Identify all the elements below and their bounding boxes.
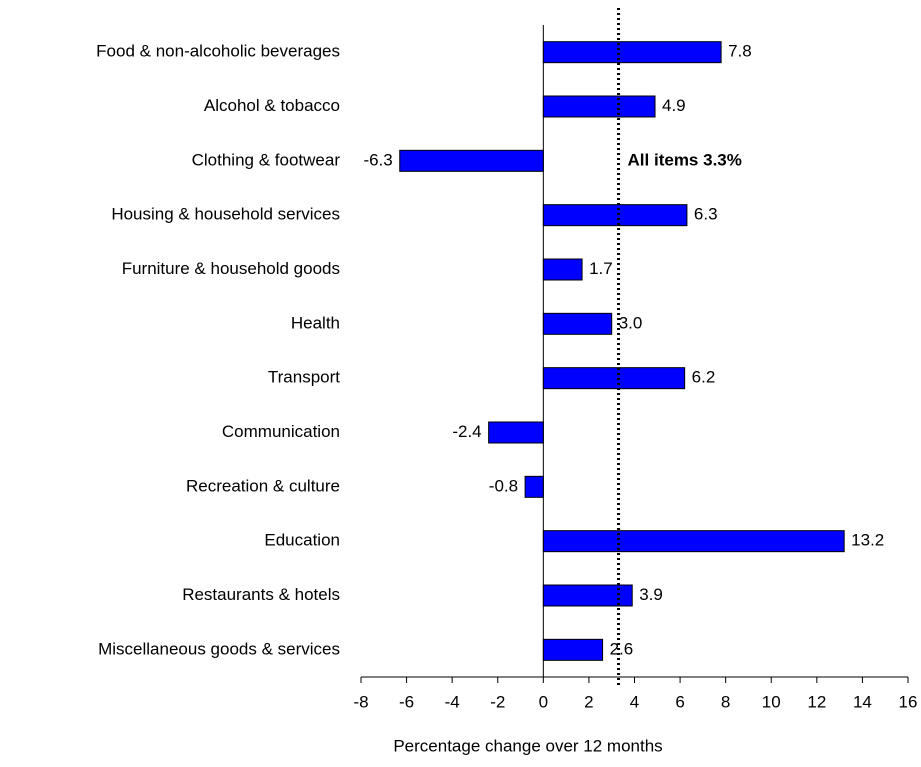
- value-label: 7.8: [728, 42, 752, 61]
- bar: [542, 258, 583, 281]
- x-tick-label: -8: [353, 692, 368, 711]
- category-label: Health: [291, 313, 340, 332]
- bar: [542, 638, 604, 661]
- value-label: 6.3: [694, 205, 718, 224]
- category-label: Communication: [222, 422, 340, 441]
- bar: [542, 95, 656, 118]
- value-label: 13.2: [851, 531, 884, 550]
- x-tick-label: 0: [539, 692, 548, 711]
- bar: [542, 367, 686, 390]
- value-label: 6.2: [692, 368, 716, 387]
- category-label: Transport: [268, 368, 340, 387]
- value-label: 2.6: [610, 639, 634, 658]
- category-label: Restaurants & hotels: [182, 585, 340, 604]
- category-label: Food & non-alcoholic beverages: [96, 42, 340, 61]
- bar: [542, 204, 688, 227]
- value-label: 1.7: [589, 259, 613, 278]
- category-label: Furniture & household goods: [122, 259, 340, 278]
- x-tick-label: 8: [721, 692, 730, 711]
- reference-label: All items 3.3%: [628, 150, 742, 169]
- x-axis-title: Percentage change over 12 months: [393, 736, 662, 755]
- bar: [399, 149, 544, 172]
- category-label: Recreation & culture: [186, 476, 340, 495]
- category-label: Alcohol & tobacco: [204, 96, 340, 115]
- x-tick-label: 14: [853, 692, 872, 711]
- x-tick-label: 4: [630, 692, 639, 711]
- value-label: -2.4: [452, 422, 481, 441]
- category-label: Education: [264, 531, 340, 550]
- bar: [524, 475, 544, 498]
- category-label: Housing & household services: [111, 205, 340, 224]
- value-label: 3.0: [619, 313, 643, 332]
- bar: [542, 530, 845, 553]
- x-tick-label: -4: [445, 692, 460, 711]
- category-label: Clothing & footwear: [192, 150, 341, 169]
- bar: [542, 584, 633, 607]
- category-label: Miscellaneous goods & services: [98, 639, 340, 658]
- value-label: 3.9: [639, 585, 663, 604]
- bar: [542, 312, 613, 335]
- x-tick-label: 2: [584, 692, 593, 711]
- value-label: -6.3: [363, 150, 392, 169]
- value-label: -0.8: [489, 476, 518, 495]
- x-tick-label: 16: [899, 692, 918, 711]
- x-tick-label: -2: [490, 692, 505, 711]
- x-tick-label: -6: [399, 692, 414, 711]
- bar: [542, 41, 722, 64]
- bar: [488, 421, 544, 444]
- value-label: 4.9: [662, 96, 686, 115]
- x-tick-label: 10: [762, 692, 781, 711]
- x-tick-label: 12: [807, 692, 826, 711]
- x-tick-label: 6: [675, 692, 684, 711]
